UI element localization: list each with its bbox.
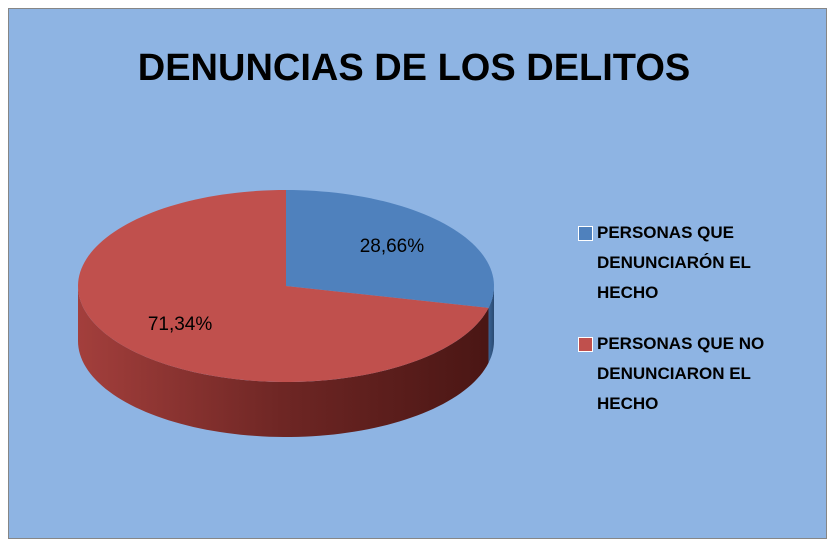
legend-label: PERSONAS QUE DENUNCIARÓN EL HECHO xyxy=(597,223,751,302)
pie-slice xyxy=(78,190,489,382)
pie-slice-side xyxy=(488,286,494,363)
pie-slice-side xyxy=(78,286,489,437)
data-label: 71,34% xyxy=(148,314,213,335)
legend-entry: PERSONAS QUE NO DENUNCIARON EL HECHO xyxy=(578,329,808,419)
chart-title: DENUNCIAS DE LOS DELITOS xyxy=(138,47,690,89)
pie-slice xyxy=(286,190,494,308)
legend-swatch xyxy=(578,337,593,352)
legend-entry: PERSONAS QUE DENUNCIARÓN EL HECHO xyxy=(578,218,808,308)
legend-label: PERSONAS QUE NO DENUNCIARON EL HECHO xyxy=(597,334,765,413)
data-label: 28,66% xyxy=(360,236,425,257)
legend-swatch xyxy=(578,226,593,241)
